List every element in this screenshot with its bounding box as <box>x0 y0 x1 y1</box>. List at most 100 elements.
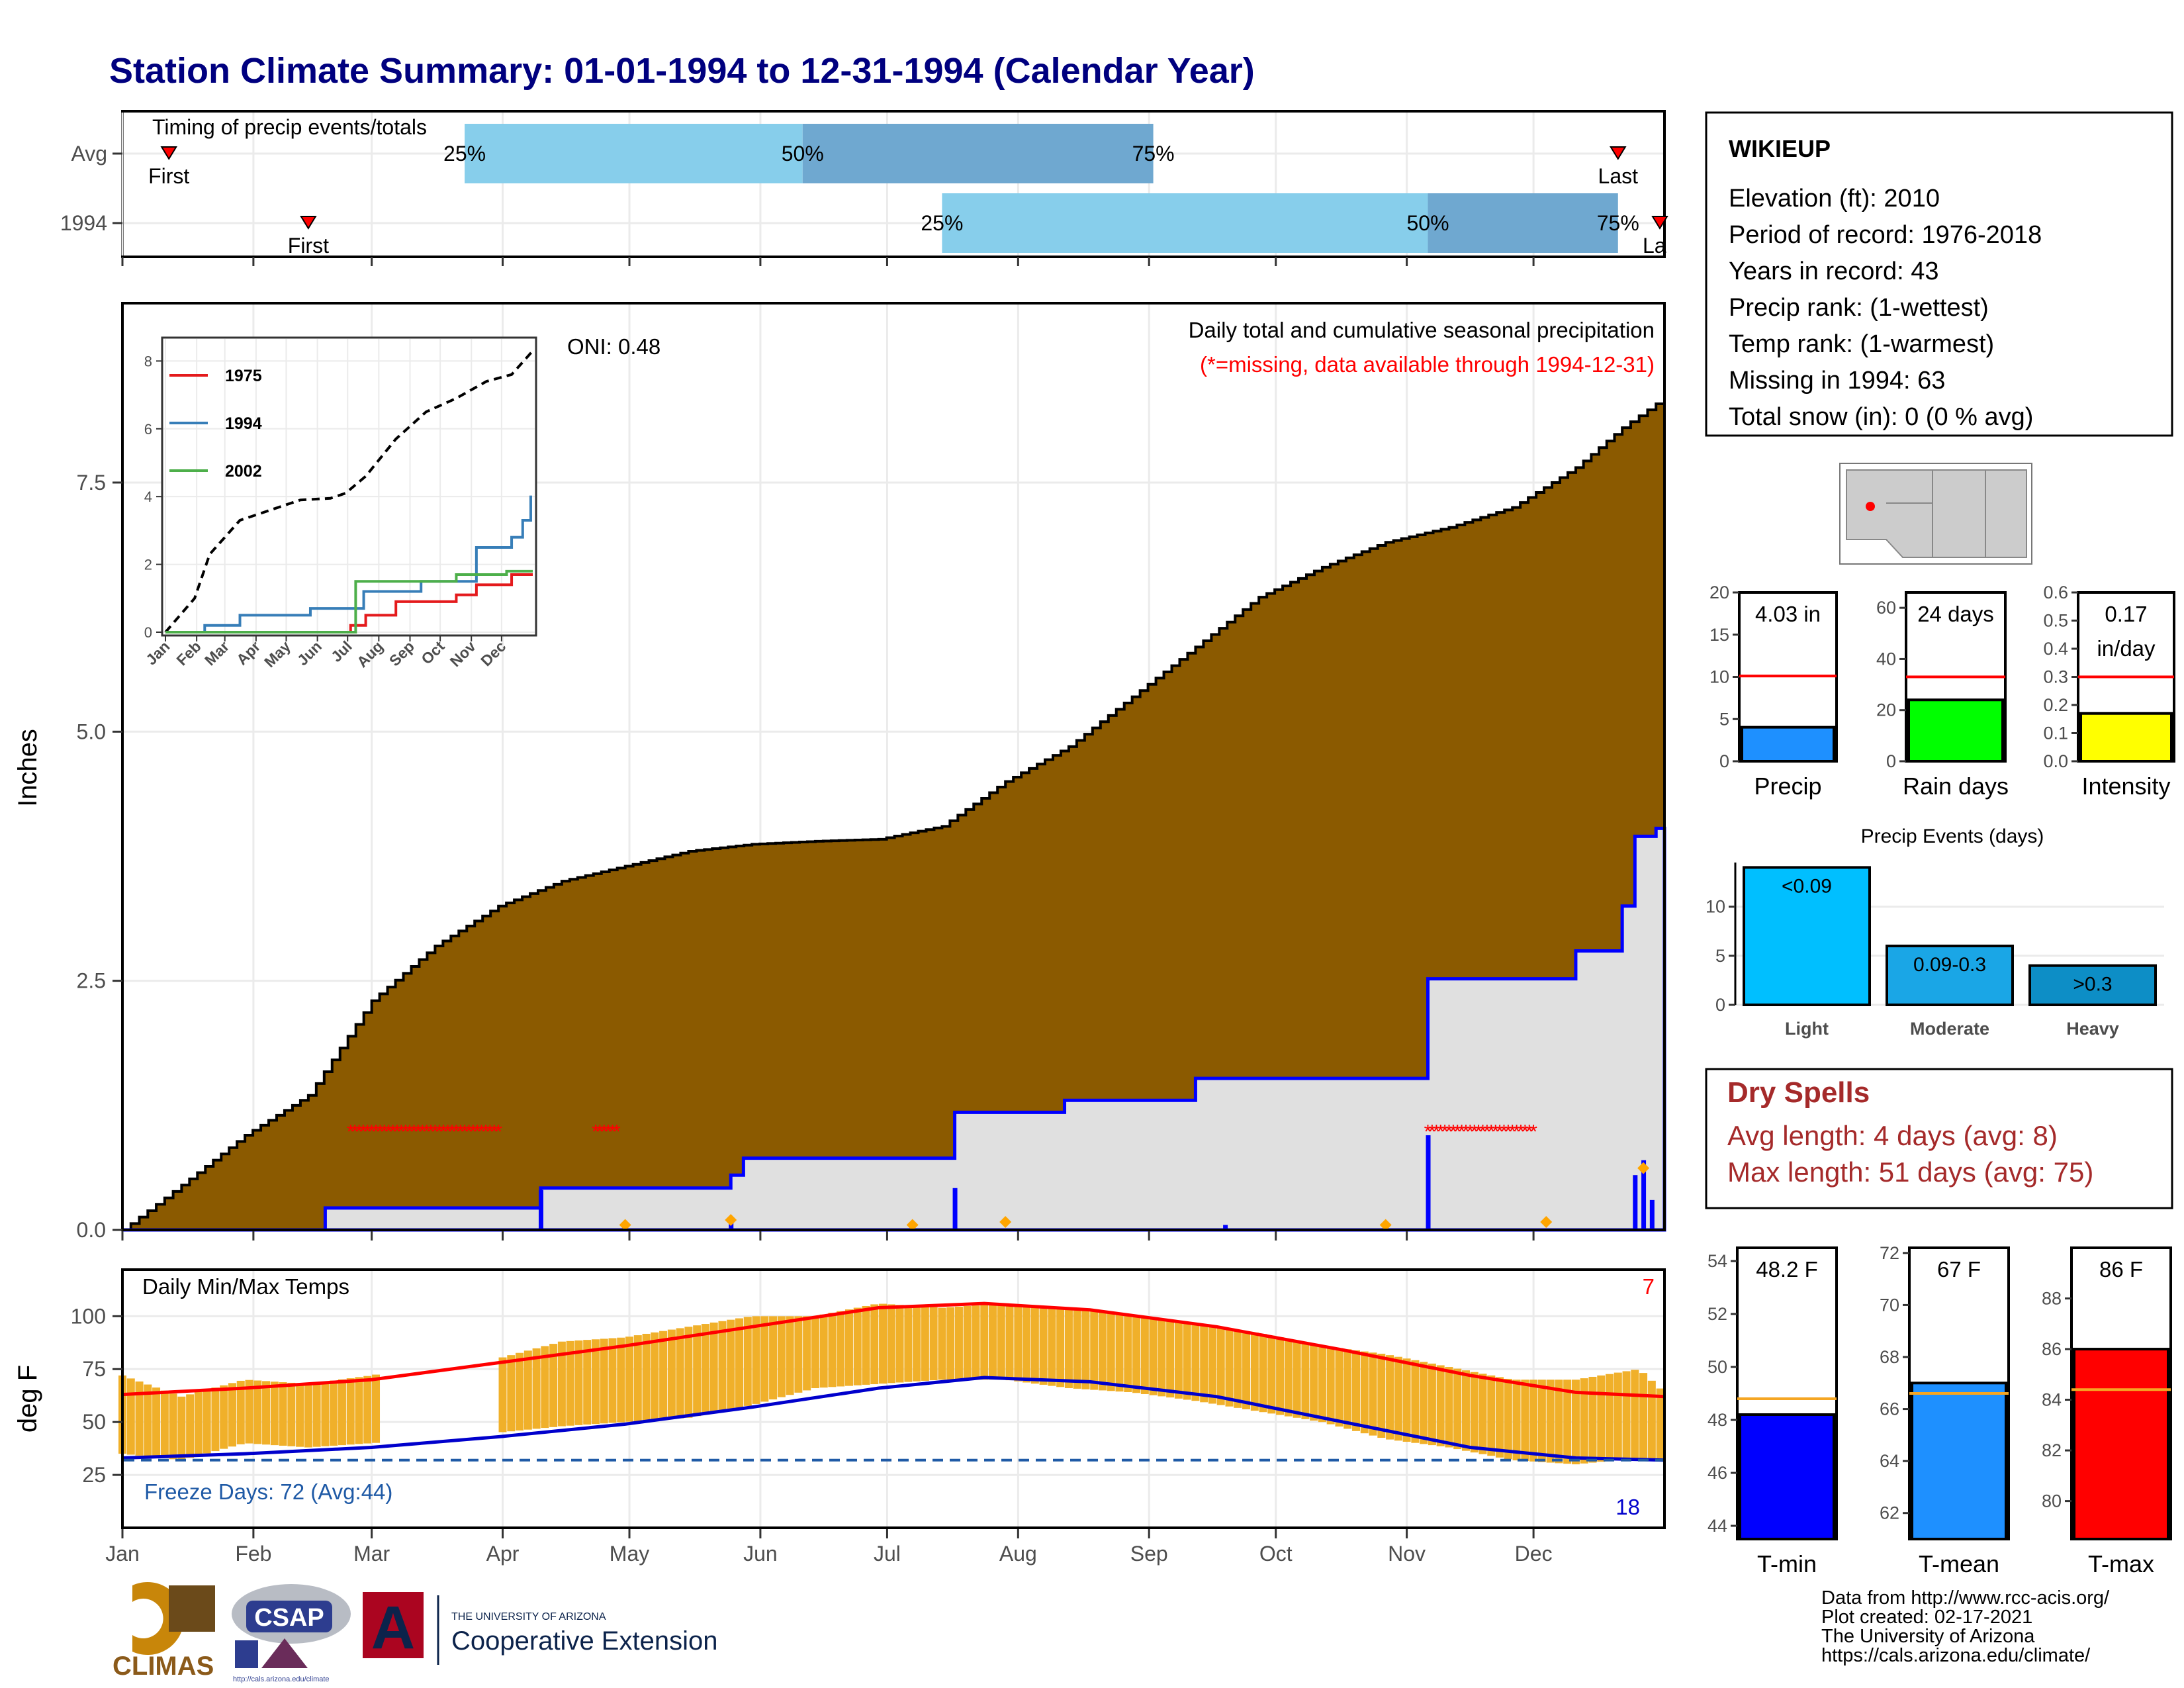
daily-temp-bar <box>651 1332 659 1421</box>
precip-y-axis: 0.0 2.5 5.0 7.5 <box>77 471 122 1242</box>
daily-temp-bar <box>372 1374 381 1443</box>
station-detail-line: Missing in 1994: 63 <box>1729 367 1945 395</box>
missing-day-mark: * <box>414 1121 422 1143</box>
intensity-chart: 0.0 0.1 0.2 0.3 0.4 0.5 0.6 0.17 in/day Intensity <box>2043 583 2175 800</box>
daily-temp-bar <box>709 1322 718 1413</box>
ua-logo-block <box>363 1592 424 1658</box>
mini-chart-y-tick-label: 52 <box>1707 1304 1727 1324</box>
events-y-tick-label: 0 <box>1715 995 1725 1015</box>
mini-chart-value-label: 86 F <box>2099 1257 2143 1282</box>
inset-lines <box>164 350 534 633</box>
daily-temp-bar <box>997 1303 1005 1380</box>
daily-temp-bar <box>844 1309 853 1386</box>
daily-temp-bar <box>1140 1317 1149 1394</box>
missing-day-mark: * <box>604 1121 612 1143</box>
mini-chart-y-tick-label: 5 <box>1719 709 1729 729</box>
daily-temp-bar <box>1310 1344 1318 1421</box>
missing-day-mark: * <box>1424 1121 1432 1143</box>
average-cumulative-area <box>122 398 1666 1231</box>
missing-day-mark: * <box>448 1121 456 1143</box>
daily-temp-bar <box>600 1338 608 1424</box>
mini-chart-value-bar <box>1741 726 1835 763</box>
missing-day-mark: * <box>478 1121 486 1143</box>
mini-chart-y-tick-label: 44 <box>1707 1516 1727 1536</box>
mini-chart-y-tick-label: 0.4 <box>2043 639 2068 659</box>
station-detail-line: Years in record: 43 <box>1729 258 1939 285</box>
mini-chart-y-tick-label: 20 <box>1709 583 1729 602</box>
inset-y-tick-label: 6 <box>144 421 152 438</box>
inset-series-1975 <box>165 573 533 633</box>
temp-y-tick-label: 75 <box>82 1357 106 1381</box>
daily-temp-bar <box>743 1317 752 1406</box>
tmax-chart: 80 82 84 86 88 86 F T-max <box>2042 1246 2172 1577</box>
mini-chart-y-tick-label: 64 <box>1880 1451 1899 1471</box>
daily-temp-bar <box>186 1394 195 1458</box>
csap-url: http://cals.arizona.edu/climate <box>233 1675 330 1683</box>
daily-temp-bar <box>786 1316 794 1395</box>
daily-temp-bar <box>752 1316 760 1404</box>
missing-day-mark: * <box>600 1121 608 1143</box>
inset-grid <box>163 339 535 634</box>
precip-event-bar-label: >0.3 <box>2073 974 2112 996</box>
daily-temp-bar <box>608 1338 617 1423</box>
daily-temp-bar <box>980 1305 989 1380</box>
missing-day-mark: * <box>1479 1121 1487 1143</box>
footer-data-source: Data from http://www.rcc-acis.org/ <box>1821 1587 2110 1609</box>
mini-chart-y-tick-label: 86 <box>2042 1339 2062 1359</box>
daily-temp-bar <box>1377 1354 1386 1438</box>
precip-total-chart: 0 5 10 15 20 4.03 in Precip <box>1709 583 1838 800</box>
daily-temp-bar <box>1529 1380 1538 1462</box>
daily-temp-bar <box>676 1328 684 1419</box>
missing-day-mark: * <box>1504 1121 1512 1143</box>
daily-temp-bar <box>1090 1311 1099 1390</box>
rain-days-chart: 0 20 40 60 24 days Rain days <box>1876 591 2009 800</box>
mini-chart-y-tick-label: 68 <box>1880 1347 1899 1367</box>
mini-chart-y-tick-label: 40 <box>1876 649 1896 669</box>
temp-y-tick-label: 100 <box>71 1304 106 1328</box>
daily-precip-bar <box>952 1188 958 1230</box>
daily-temp-bar <box>1394 1356 1402 1441</box>
first-event-marker <box>300 216 317 230</box>
daily-temp-bar <box>1149 1319 1158 1395</box>
last-event-label: La <box>1643 234 1666 258</box>
timing-panel: 25% 50% 75% First Last Avg 25% 50% 75% First La 199… <box>60 110 1668 266</box>
average-precip-marker <box>906 1219 919 1231</box>
average-precip-markers <box>619 1162 1650 1231</box>
timing-p25-label: 25% <box>443 142 486 165</box>
daily-temp-bar <box>557 1341 566 1427</box>
mini-chart-y-tick-label: 80 <box>2042 1491 2062 1511</box>
missing-day-mark: * <box>1458 1121 1466 1143</box>
daily-temp-bar <box>245 1380 253 1444</box>
precip-event-bar <box>2028 964 2157 1007</box>
precip-event-category: Heavy <box>2066 1019 2119 1039</box>
daily-temp-bar <box>701 1324 709 1415</box>
inset-legend-label: 1994 <box>225 414 262 433</box>
mini-chart-y-tick-label: 46 <box>1707 1463 1727 1483</box>
station-detail-line: Period of record: 1976-2018 <box>1729 221 2042 249</box>
daily-temp-bar <box>913 1305 921 1382</box>
daily-temp-bar <box>126 1378 135 1455</box>
daily-temp-bar <box>1284 1338 1293 1417</box>
daily-temp-bar <box>1369 1352 1377 1436</box>
daily-temp-bar <box>1030 1305 1039 1384</box>
daily-temp-bar <box>1546 1380 1555 1463</box>
daily-precip-bars <box>538 1135 1655 1230</box>
last-event-marker <box>1609 146 1627 160</box>
missing-day-mark: * <box>1525 1121 1533 1143</box>
daily-temp-bar <box>1343 1349 1352 1429</box>
daily-temp-bar <box>523 1350 532 1430</box>
temp-x-tick-label: Jan <box>105 1542 140 1566</box>
missing-day-mark: * <box>377 1121 385 1143</box>
missing-day-mark: * <box>613 1121 621 1143</box>
daily-temp-bar <box>718 1321 727 1411</box>
missing-day-mark: * <box>469 1121 477 1143</box>
mini-chart-y-tick-label: 84 <box>2042 1390 2062 1410</box>
daily-temp-bar <box>1360 1351 1369 1434</box>
station-detail-line: Total snow (in): 0 (0 % avg) <box>1729 403 2033 431</box>
daily-temp-bar <box>1647 1380 1656 1460</box>
station-detail-line: Precip rank: (1-wettest) <box>1729 294 1989 322</box>
precip-y-tick-label: 5.0 <box>77 720 106 743</box>
daily-temp-bar <box>583 1340 592 1425</box>
missing-day-mark: * <box>418 1121 426 1143</box>
precip-y-axis-label: Inches <box>13 729 42 807</box>
